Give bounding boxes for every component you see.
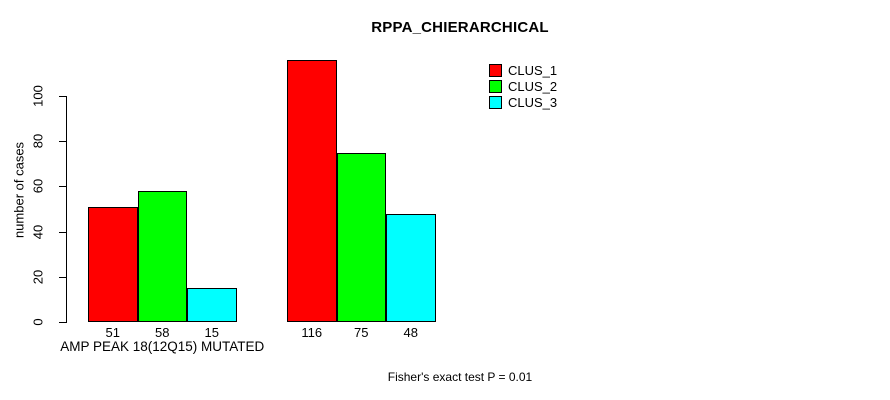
bar-value-label: 58 [155, 325, 170, 340]
bar-value-label: 116 [301, 325, 323, 340]
bar-clus_3-group2 [386, 213, 436, 322]
bar-clus_2-group2 [336, 152, 386, 322]
legend-label: CLUS_2 [508, 78, 558, 94]
y-tick-label: 100 [30, 85, 46, 107]
y-tick [59, 141, 66, 143]
y-tick [59, 231, 66, 233]
legend-item-clus_3: CLUS_3 [489, 94, 557, 110]
legend-swatch-icon [489, 79, 502, 93]
legend-label: CLUS_3 [508, 94, 558, 110]
fisher-test-note: Fisher's exact test P = 0.01 [387, 370, 533, 384]
legend: CLUS_1 CLUS_2 CLUS_3 [489, 62, 557, 110]
bar-clus_2-group1 [137, 190, 187, 322]
legend-item-clus_2: CLUS_2 [489, 78, 557, 94]
y-tick [59, 96, 66, 97]
legend-item-clus_1: CLUS_1 [489, 62, 557, 78]
y-tick [59, 276, 66, 278]
bar-clus_3-group1 [187, 288, 237, 322]
y-tick-label: 60 [30, 179, 46, 194]
bar-value-label: 51 [105, 325, 120, 340]
legend-label: CLUS_1 [508, 62, 558, 78]
y-tick-label: 80 [30, 133, 46, 149]
y-tick-label: 20 [30, 269, 46, 285]
y-tick-label: 0 [30, 318, 46, 326]
group-label: AMP PEAK 18(12Q15) MUTATED [60, 339, 265, 354]
y-axis-line [66, 96, 67, 323]
bar-clus_1-group1 [88, 206, 138, 322]
bar-value-label: 15 [204, 325, 219, 340]
legend-swatch-icon [489, 63, 502, 77]
y-tick [59, 186, 66, 188]
y-tick-label: 40 [30, 224, 46, 239]
bar-value-label: 48 [403, 325, 418, 340]
bar-clus_1-group2 [287, 59, 337, 322]
chart-title: RPPA_CHIERARCHICAL [371, 19, 549, 36]
legend-swatch-icon [489, 95, 502, 109]
bar-value-label: 75 [354, 325, 369, 340]
y-tick [59, 322, 66, 323]
